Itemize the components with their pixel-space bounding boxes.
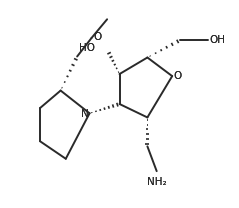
Text: OH: OH bbox=[210, 35, 226, 45]
Circle shape bbox=[79, 108, 91, 120]
Text: HO: HO bbox=[79, 43, 95, 53]
Circle shape bbox=[172, 70, 183, 82]
Text: O: O bbox=[93, 32, 101, 42]
Text: OH: OH bbox=[210, 35, 226, 45]
Text: N: N bbox=[81, 109, 89, 119]
Text: N: N bbox=[81, 109, 89, 119]
Text: O: O bbox=[173, 71, 181, 81]
Text: O: O bbox=[173, 71, 181, 81]
Text: NH₂: NH₂ bbox=[147, 177, 167, 187]
Text: NH₂: NH₂ bbox=[147, 177, 167, 187]
Circle shape bbox=[89, 32, 99, 42]
Text: O: O bbox=[93, 32, 101, 42]
Text: HO: HO bbox=[79, 43, 95, 53]
